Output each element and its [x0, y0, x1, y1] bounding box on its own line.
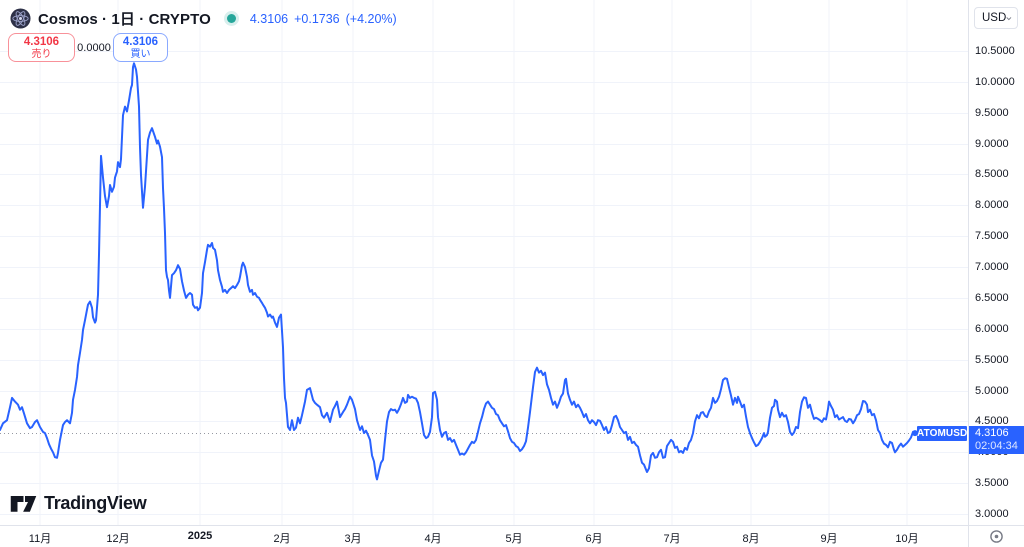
time-axis-label: 6月	[585, 533, 603, 545]
price-axis-label: 4.5000	[975, 415, 1009, 428]
quote-readout: 4.3106 +0.1736 (+4.20%)	[250, 12, 397, 26]
price-axis-label: 9.5000	[975, 106, 1009, 119]
time-axis-label: 3月	[344, 533, 362, 545]
vertical-gridlines	[39, 0, 908, 525]
time-axis-label: 5月	[505, 533, 523, 545]
price-axis-label: 5.0000	[975, 384, 1009, 397]
sell-label: 売り	[31, 48, 52, 60]
trade-panel: 4.3106 売り 0.0000 4.3106 買い	[8, 33, 168, 62]
price-axis-label: 8.5000	[975, 168, 1009, 181]
cosmos-logo-icon	[10, 8, 31, 29]
buy-label: 買い	[130, 48, 151, 60]
time-axis[interactable]: 11月 12月 2025 2月 3月 4月 5月 6月 7月 8月 9月 10月	[0, 525, 968, 547]
gear-icon	[990, 530, 1003, 543]
time-axis-label: 10月	[895, 533, 919, 545]
price-axis-label: 8.0000	[975, 199, 1009, 212]
price-axis-label: 9.0000	[975, 137, 1009, 150]
current-price-value: 4.3106	[975, 427, 1009, 439]
sell-price: 4.3106	[23, 35, 60, 48]
horizontal-gridlines	[0, 51, 968, 515]
last-price-dot	[912, 430, 918, 437]
time-axis-label: 2025	[187, 530, 213, 542]
price-axis-label: 10.0000	[975, 75, 1015, 88]
time-axis-label: 4月	[424, 533, 442, 545]
price-axis-label: 3.5000	[975, 477, 1009, 490]
time-axis-label: 9月	[820, 533, 838, 545]
chevron-down-icon	[1006, 16, 1012, 20]
bar-countdown: 02:04:34	[975, 440, 1018, 452]
price-axis-label: 10.5000	[975, 45, 1015, 57]
current-price-label: 4.3106 02:04:34	[969, 426, 1024, 454]
price-axis-label: 5.5000	[975, 353, 1009, 366]
market-status-dot[interactable]	[226, 14, 236, 23]
chart-plot-area[interactable]	[0, 0, 968, 547]
price-axis-label: 7.5000	[975, 230, 1009, 243]
time-axis-label: 2月	[273, 533, 291, 545]
sell-button[interactable]: 4.3106 売り	[8, 33, 75, 62]
tradingview-logo-icon	[10, 496, 37, 512]
tradingview-logo[interactable]: TradingView	[10, 493, 147, 514]
axis-settings-button[interactable]	[968, 525, 1024, 547]
symbol-title[interactable]: Cosmos · 1日 · CRYPTO	[38, 11, 211, 28]
symbol-header: Cosmos · 1日 · CRYPTO 4.3106 +0.1736 (+4.…	[10, 8, 397, 29]
price-axis-label: 3.0000	[975, 508, 1009, 520]
series-symbol-badge: ATOMUSD	[917, 426, 968, 441]
time-axis-label: 12月	[106, 533, 130, 545]
spread-value: 0.0000	[77, 41, 111, 54]
last-price: 4.3106	[249, 11, 289, 26]
price-axis-label: 6.5000	[975, 291, 1009, 304]
time-axis-label: 11月	[28, 533, 52, 545]
buy-price: 4.3106	[122, 35, 159, 48]
price-change: +0.1736	[294, 11, 340, 26]
price-change-percent: (+4.20%)	[345, 11, 397, 26]
price-axis-label: 6.0000	[975, 322, 1009, 335]
price-axis[interactable]: USD 10.5000 10.0000 9.5000 9.0000 8.5000 8.00…	[968, 0, 1024, 547]
buy-button[interactable]: 4.3106 買い	[113, 33, 168, 62]
currency-label: USD	[982, 12, 1007, 24]
price-line-series	[0, 62, 916, 481]
tradingview-logo-text: TradingView	[44, 493, 147, 513]
currency-selector[interactable]: USD	[974, 7, 1018, 29]
price-axis-label: 7.0000	[975, 261, 1009, 274]
time-axis-label: 7月	[663, 533, 681, 545]
time-axis-label: 8月	[742, 533, 760, 545]
